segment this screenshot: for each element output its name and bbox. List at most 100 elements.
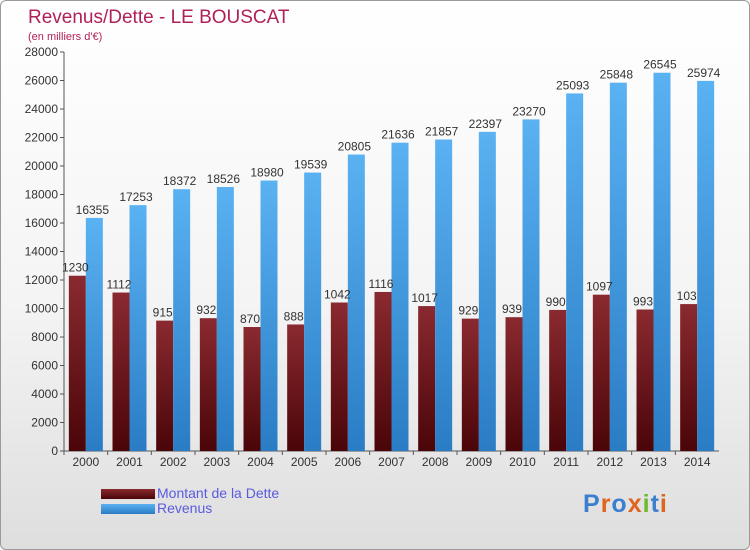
data-label-debt: 1116 [369, 277, 394, 291]
bar-debt [374, 291, 392, 451]
logo-letter: P [583, 490, 601, 518]
y-tick-label: 8000 [31, 330, 58, 344]
bar-debt [592, 294, 610, 451]
y-tick-label: 20000 [25, 159, 59, 173]
data-label-revenue: 25093 [556, 78, 590, 92]
x-tick-label: 2005 [291, 455, 318, 469]
logo-letter: r [600, 490, 612, 518]
bar-revenue [653, 72, 671, 451]
data-label-revenue: 17253 [119, 190, 153, 204]
bar-revenue [522, 119, 540, 451]
data-label-debt: 1097 [586, 280, 613, 294]
x-tick-label: 2012 [596, 455, 623, 469]
bar-revenue [391, 142, 409, 451]
data-label-revenue: 18526 [207, 172, 241, 186]
x-tick-label: 2006 [334, 455, 361, 469]
logo-letter: t [650, 490, 660, 518]
x-tick-label: 2002 [160, 455, 187, 469]
legend-label-debt: Montant de la Dette [157, 485, 280, 501]
data-label-debt: 932 [196, 303, 216, 317]
y-tick-label: 26000 [25, 74, 59, 88]
logo-letter: i [659, 490, 668, 518]
chart-title: Revenus/Dette - LE BOUSCAT [28, 7, 290, 28]
y-tick-label: 16000 [25, 216, 59, 230]
x-tick-label: 2009 [465, 455, 492, 469]
y-tick-label: 18000 [25, 188, 59, 202]
x-tick-label: 2013 [640, 455, 667, 469]
y-tick-label: 4000 [31, 387, 58, 401]
data-label-revenue: 21636 [381, 128, 415, 142]
bar-revenue [566, 93, 584, 452]
data-label-debt: 1042 [324, 288, 351, 302]
x-tick-label: 2007 [378, 455, 405, 469]
data-label-revenue: 16355 [76, 203, 110, 217]
bar-debt [68, 275, 86, 451]
data-label-revenue: 18980 [250, 166, 284, 180]
data-label-revenue: 22397 [469, 117, 503, 131]
bar-debt [243, 327, 261, 451]
y-tick-label: 28000 [25, 45, 59, 59]
bar-debt [199, 318, 217, 451]
bar-revenue [435, 139, 453, 451]
data-label-revenue: 20805 [338, 140, 372, 154]
x-tick-label: 2008 [422, 455, 449, 469]
bar-debt [636, 309, 654, 451]
data-label-revenue: 25848 [600, 68, 634, 82]
x-tick-label: 2000 [72, 455, 99, 469]
y-tick-label: 22000 [25, 131, 59, 145]
data-label-revenue: 26545 [643, 58, 677, 72]
bar-revenue [609, 82, 627, 451]
bar-debt [330, 302, 348, 451]
y-tick-label: 0 [51, 444, 58, 458]
data-label-debt: 1230 [62, 261, 89, 275]
data-label-debt: 939 [502, 302, 522, 316]
data-label-revenue: 23270 [512, 104, 546, 118]
proxiti-logo: Proxiti [583, 490, 668, 519]
legend-label-revenue: Revenus [157, 500, 213, 516]
bar-revenue [347, 154, 365, 451]
bar-revenue [85, 217, 103, 451]
chart-subtitle: (en milliers d'€) [28, 31, 103, 43]
data-label-debt: 888 [284, 309, 304, 323]
bar-revenue [478, 131, 496, 451]
bar-debt [156, 320, 174, 451]
bar-debt [461, 318, 479, 451]
data-label-revenue: 25974 [687, 66, 721, 80]
data-label-debt: 103 [677, 289, 697, 303]
y-tick-label: 14000 [25, 245, 59, 259]
y-tick-label: 2000 [31, 416, 58, 430]
y-tick-label: 12000 [25, 273, 59, 287]
logo-letter: x [627, 490, 643, 518]
x-tick-label: 2011 [553, 455, 579, 469]
bar-revenue [697, 80, 715, 452]
bar-revenue [173, 189, 191, 451]
data-label-debt: 1017 [411, 291, 438, 305]
bar-revenue [304, 172, 322, 451]
data-label-revenue: 21857 [425, 125, 459, 139]
legend-swatch-revenue [101, 504, 155, 514]
bar-revenue [129, 205, 147, 451]
data-label-debt: 929 [458, 304, 478, 318]
data-label-revenue: 18372 [163, 174, 197, 188]
bar-debt [112, 292, 130, 451]
bar-debt [418, 306, 436, 451]
x-tick-label: 2001 [116, 455, 143, 469]
bar-debt [505, 317, 523, 451]
data-label-debt: 915 [153, 306, 173, 320]
data-label-debt: 990 [546, 295, 566, 309]
bar-debt [549, 309, 567, 451]
bar-debt [680, 304, 698, 451]
legend-swatch-debt [101, 489, 155, 499]
logo-letter: i [642, 490, 651, 518]
data-label-debt: 1112 [107, 278, 132, 292]
x-tick-label: 2010 [509, 455, 536, 469]
y-tick-label: 24000 [25, 102, 59, 116]
logo-letter: o [611, 490, 628, 518]
y-tick-label: 10000 [25, 302, 59, 316]
bar-revenue [260, 180, 278, 451]
x-tick-label: 2014 [684, 455, 711, 469]
data-label-debt: 870 [240, 312, 260, 326]
x-tick-label: 2003 [203, 455, 230, 469]
